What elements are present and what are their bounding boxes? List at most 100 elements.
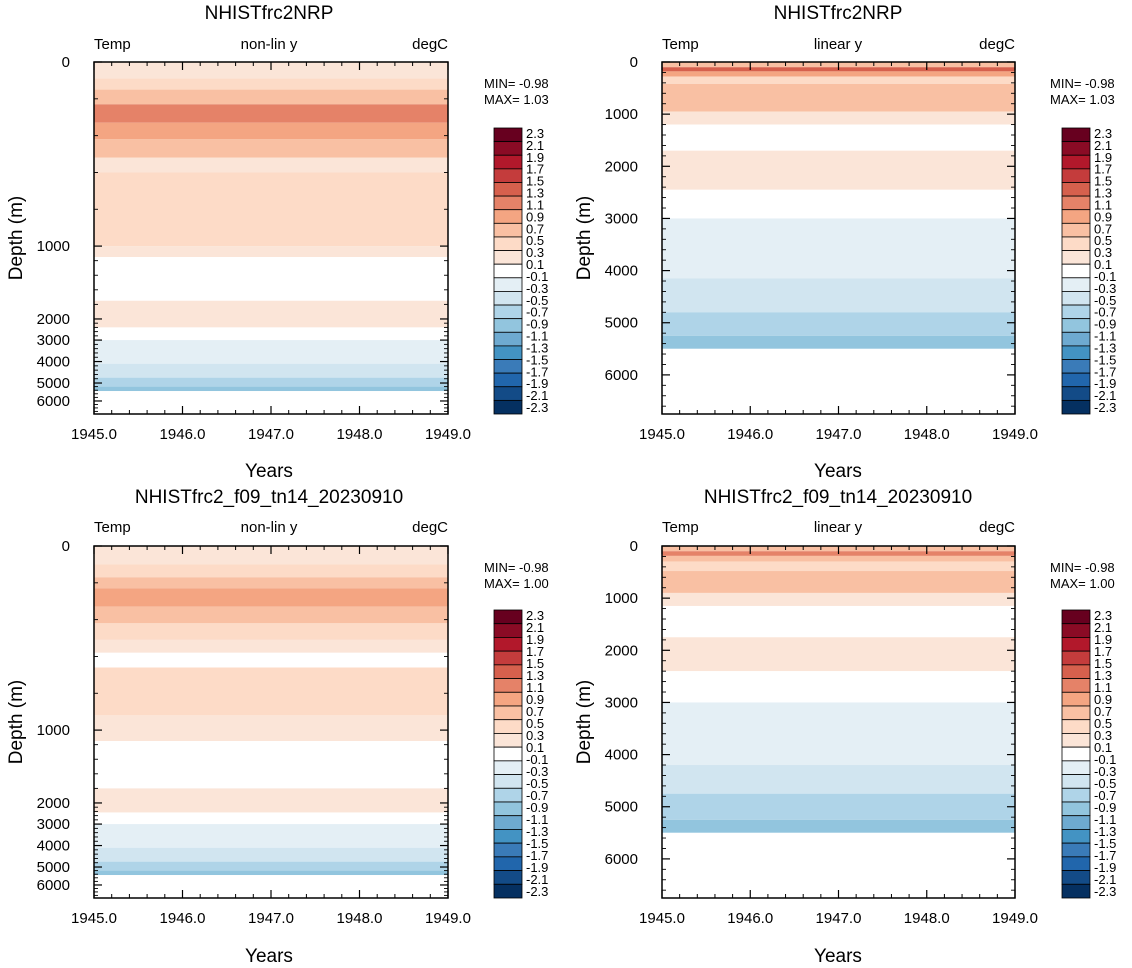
colorbar-box [1061, 829, 1091, 844]
contour-band [94, 104, 448, 123]
contour-band [94, 377, 448, 387]
colorbar: 2.32.11.91.71.51.31.10.90.70.50.30.1-0.1… [493, 126, 548, 415]
x-tick-label: 1947.0 [816, 426, 862, 443]
colorbar-box [1061, 331, 1091, 347]
contour-band [662, 671, 1015, 703]
colorbar-label: -0.1 [1094, 752, 1116, 767]
y-tick-label: 1000 [37, 722, 70, 739]
colorbar-label: -1.7 [526, 364, 548, 379]
colorbar-box [1061, 774, 1091, 789]
contour-band [94, 122, 448, 140]
contour-band [662, 76, 1015, 84]
x-tick-label: 1946.0 [727, 910, 773, 927]
colorbar-label: -1.5 [1094, 836, 1116, 851]
colorbar-label: 0.3 [526, 245, 544, 260]
y-tick-label: 0 [630, 538, 638, 555]
contour-band [662, 335, 1015, 349]
colorbar-label: 0.5 [1094, 716, 1112, 731]
colorbar-box [493, 209, 523, 224]
x-axis: 1945.0 1946.0 1947.0 1948.0 1949.0 [71, 62, 471, 443]
colorbar-box [493, 182, 523, 197]
colorbar: 2.32.11.91.71.51.31.10.90.70.50.30.1-0.1… [493, 608, 548, 899]
contour-band [94, 340, 448, 364]
contour-band [94, 139, 448, 158]
colorbar-box [1061, 386, 1091, 401]
colorbar-label: -1.1 [1094, 329, 1116, 344]
y-tick-label: 2000 [37, 311, 70, 328]
colorbar-label: -1.9 [526, 376, 548, 391]
contour-band [94, 386, 448, 392]
colorbar-box [493, 705, 523, 721]
x-axis-label: Years [245, 946, 293, 967]
colorbar-box [493, 678, 523, 693]
colorbar-label: -0.7 [526, 305, 548, 320]
colorbar-box [493, 733, 523, 748]
colorbar-label: 0.5 [526, 716, 544, 731]
contour-band [94, 847, 448, 862]
colorbar-label: 1.3 [1094, 186, 1112, 201]
y-tick-label: 0 [62, 538, 70, 555]
contour-band [94, 812, 448, 825]
colorbar-label: 2.3 [526, 608, 544, 623]
colorbar-label: 2.1 [1094, 620, 1112, 635]
colorbar-label: -0.9 [526, 800, 548, 815]
contour-band [662, 111, 1015, 125]
contour-band [662, 592, 1015, 606]
colorbar-box [493, 774, 523, 789]
colorbar-box [493, 263, 523, 279]
colorbar-box [1061, 372, 1091, 388]
x-tick-label: 1946.0 [160, 910, 206, 927]
colorbar-label: 1.9 [1094, 150, 1112, 165]
x-tick-label: 1946.0 [727, 426, 773, 443]
contour-band [94, 588, 448, 607]
contour-band [662, 189, 1015, 219]
colorbar-box [493, 277, 523, 292]
colorbar-label: 2.1 [526, 138, 544, 153]
y-tick-label: 5000 [37, 375, 70, 392]
contour-band [662, 637, 1015, 672]
colorbar-box [493, 386, 523, 401]
contour-band [662, 150, 1015, 190]
colorbar-box [493, 359, 523, 374]
colorbar-label: -0.1 [1094, 269, 1116, 284]
y-tick-label: 1000 [37, 238, 70, 255]
colorbar-label: 1.5 [1094, 656, 1112, 671]
colorbar-label: -1.3 [526, 824, 548, 839]
colorbar-label: -0.9 [1094, 317, 1116, 332]
colorbar-box [1061, 154, 1091, 170]
colorbar-box [493, 664, 523, 679]
colorbar-box [493, 719, 523, 734]
y-axis-label: Depth (m) [574, 196, 595, 280]
x-tick-label: 1948.0 [337, 426, 383, 443]
x-tick-label: 1949.0 [992, 426, 1038, 443]
colorbar-box [1061, 760, 1091, 775]
colorbar-label: 1.5 [526, 656, 544, 671]
x-tick-label: 1945.0 [71, 426, 117, 443]
colorbar-box [493, 127, 523, 143]
colorbar-label: -1.5 [526, 352, 548, 367]
colorbar-label: 1.7 [526, 644, 544, 659]
colorbar-box [1061, 801, 1091, 817]
subtitle-center: linear y [814, 36, 863, 53]
contour-band [662, 571, 1015, 593]
colorbar-box [1061, 141, 1091, 156]
colorbar-box [1061, 691, 1091, 707]
contour-band [94, 78, 448, 90]
y-tick-label: 3000 [605, 694, 638, 711]
colorbar-label: -1.3 [1094, 824, 1116, 839]
colorbar-label: -0.9 [526, 317, 548, 332]
stat-min: MIN= -0.98 [1050, 560, 1115, 575]
contour-band [94, 788, 448, 813]
x-axis: 1945.0 1946.0 1947.0 1948.0 1949.0 [71, 546, 471, 927]
y-axis-label: Depth (m) [6, 680, 27, 764]
colorbar-label: 1.7 [1094, 644, 1112, 659]
colorbar-box [1061, 664, 1091, 679]
colorbar-box [493, 856, 523, 871]
colorbar-box [1061, 209, 1091, 224]
contour-band [94, 564, 448, 578]
y-tick-label: 4000 [37, 354, 70, 371]
colorbar-box [493, 760, 523, 775]
panel-top-left: NHISTfrc2NRP Temp non-lin y degC 1945.0 1… [6, 3, 549, 482]
colorbar-label: -1.3 [526, 340, 548, 355]
colorbar-box [1061, 870, 1091, 885]
